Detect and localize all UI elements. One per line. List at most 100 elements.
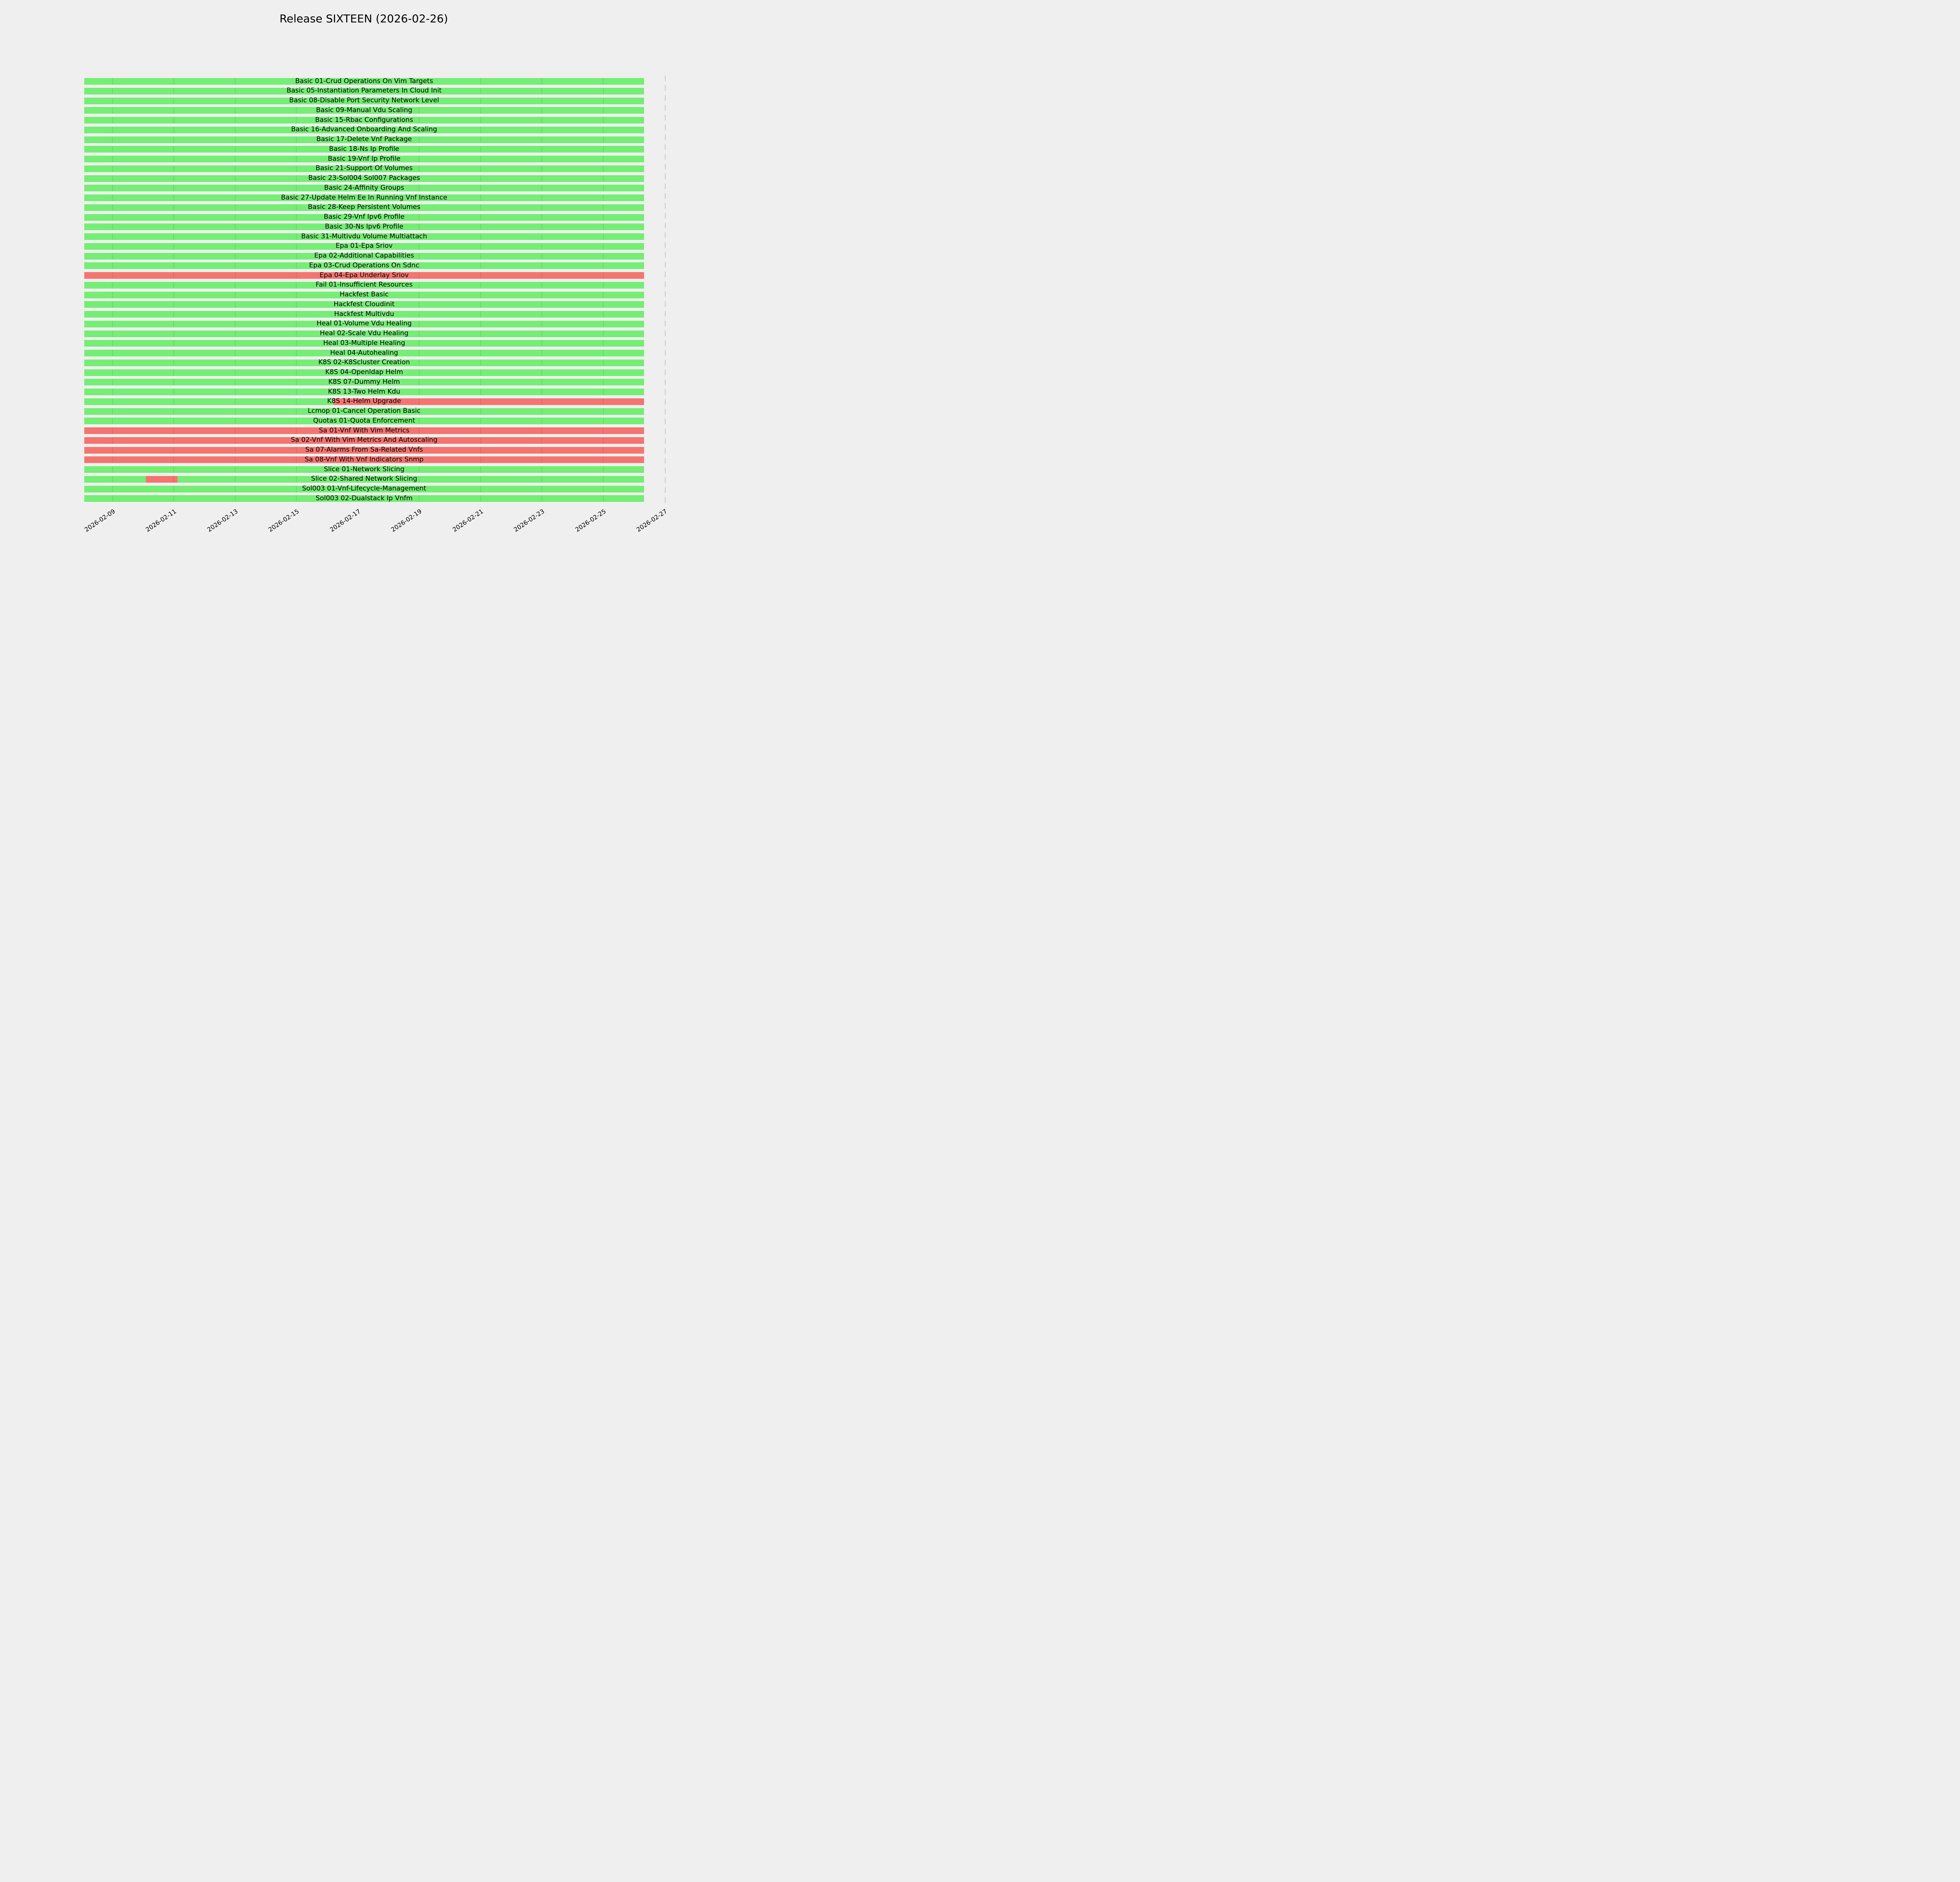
x-tick-label: 2026-02-21 [451, 508, 485, 534]
gridline [234, 253, 236, 260]
task-bar [84, 485, 644, 492]
x-tick-label: 2026-02-27 [635, 508, 669, 534]
task-bar [84, 97, 644, 104]
gridline [296, 320, 297, 327]
gridline [112, 350, 113, 357]
task-label: Basic 23-Sol004 Sol007 Packages [308, 174, 420, 182]
task-row: Sa 07-Alarms From Sa-Related Vnfs [84, 446, 686, 454]
gridline [173, 126, 174, 133]
task-bar [84, 175, 644, 182]
task-bar [84, 389, 644, 396]
gridline [480, 437, 481, 444]
task-label: Sol003 01-Vnf-Lifecycle-Management [302, 485, 426, 493]
gridline [173, 243, 174, 250]
gridline [112, 136, 113, 143]
task-label: Hackfest Cloudinit [334, 300, 395, 309]
gridline [480, 175, 481, 182]
gridline [234, 204, 236, 211]
task-label: Basic 09-Manual Vdu Scaling [316, 106, 412, 114]
gridline [296, 136, 297, 143]
gridline [234, 136, 236, 143]
task-row: Basic 30-Ns Ipv6 Profile [84, 223, 686, 231]
bar-segment-pass [84, 476, 146, 483]
gantt-figure: Release SIXTEEN (2026-02-26) Basic 01-Cr… [0, 0, 706, 627]
gridline [234, 97, 236, 104]
gridline [234, 243, 236, 250]
task-label: Sa 08-Vnf With Vnf Indicators Snmp [305, 456, 424, 464]
task-label: Heal 02-Scale Vdu Healing [319, 329, 408, 338]
gridline [541, 495, 543, 502]
task-bar [84, 185, 644, 192]
task-row: Epa 03-Crud Operations On Sdnc [84, 262, 686, 269]
bar-segment-pass [84, 146, 644, 153]
gridline [173, 165, 174, 172]
gridline [112, 476, 113, 483]
gridline [173, 282, 174, 289]
gridline [234, 350, 236, 357]
gridline [541, 97, 543, 104]
gridline [296, 165, 297, 172]
gridline [480, 350, 481, 357]
gridline [480, 291, 481, 298]
x-tick-label: 2026-02-11 [144, 508, 178, 534]
gridline [296, 272, 297, 279]
gridline [173, 398, 174, 405]
bar-segment-pass [84, 233, 644, 240]
gridline [234, 379, 236, 386]
gridline [603, 204, 604, 211]
gridline [234, 214, 236, 221]
gridline [480, 253, 481, 260]
gridline [173, 107, 174, 114]
gridline [603, 359, 604, 366]
gridline [541, 233, 543, 240]
gridline [173, 437, 174, 444]
task-row: Sa 01-Vnf With Vim Metrics [84, 427, 686, 434]
bar-segment-pass [84, 291, 644, 298]
task-label: Slice 02-Shared Network Slicing [311, 475, 417, 483]
gridline [296, 291, 297, 298]
gridline [480, 214, 481, 221]
gridline [296, 301, 297, 308]
bar-segment-pass [84, 485, 644, 492]
gridline [296, 427, 297, 434]
gridline [112, 272, 113, 279]
gridline [296, 117, 297, 124]
bar-segment-pass [84, 408, 644, 415]
task-bar [84, 253, 644, 260]
task-bar [84, 78, 644, 85]
task-label: Basic 17-Delete Vnf Package [316, 135, 412, 144]
gridline [112, 408, 113, 415]
gridline [480, 320, 481, 327]
bar-segment-pass [84, 379, 644, 386]
task-label: Basic 31-Multivdu Volume Multiattach [301, 232, 427, 240]
gridline [296, 408, 297, 415]
task-row: Sol003 01-Vnf-Lifecycle-Management [84, 485, 686, 493]
gridline [296, 418, 297, 425]
gridline [541, 418, 543, 425]
gridline [296, 379, 297, 386]
bar-segment-pass [84, 97, 644, 104]
task-bar [84, 359, 644, 366]
task-row: Basic 23-Sol004 Sol007 Packages [84, 174, 686, 182]
gridline [603, 495, 604, 502]
gridline [112, 223, 113, 231]
gridline [603, 175, 604, 182]
gridline [480, 466, 481, 473]
gridline [112, 156, 113, 163]
task-bar [84, 476, 644, 483]
task-label: Heal 03-Multiple Healing [323, 339, 405, 347]
task-bar [84, 233, 644, 240]
bar-segment-pass [84, 117, 644, 124]
gridline [173, 330, 174, 337]
bar-segment-pass [84, 87, 644, 94]
gridline [603, 262, 604, 269]
task-bar [84, 156, 644, 163]
gridline [234, 175, 236, 182]
gridline [603, 146, 604, 153]
gridline [603, 282, 604, 289]
gridline [173, 194, 174, 202]
task-bar [84, 165, 644, 172]
task-label: Hackfest Basic [339, 291, 389, 299]
gridline [603, 117, 604, 124]
task-row: Basic 17-Delete Vnf Package [84, 136, 686, 143]
